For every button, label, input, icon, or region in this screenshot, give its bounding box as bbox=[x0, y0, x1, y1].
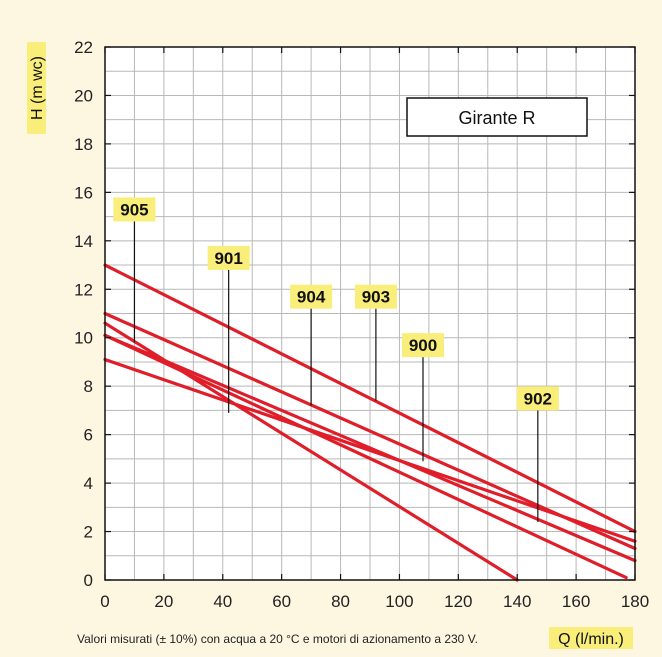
series-tag-bg-905 bbox=[113, 197, 156, 222]
x-tick-label: 20 bbox=[154, 592, 173, 611]
series-tag-903: 903 bbox=[362, 288, 390, 307]
x-tick-label: 0 bbox=[100, 592, 109, 611]
y-tick-label: 6 bbox=[84, 426, 93, 445]
series-tag-bg-900 bbox=[402, 333, 444, 358]
impeller-box bbox=[406, 97, 588, 137]
x-tick-label: 180 bbox=[621, 592, 649, 611]
x-tick-label: 100 bbox=[385, 592, 413, 611]
series-callouts: 905 901 904 903 900 902 bbox=[113, 197, 559, 522]
series-tag-900: 900 bbox=[409, 336, 437, 355]
series-tag-902: 902 bbox=[524, 389, 552, 408]
x-axis-title: Q (l/min.) bbox=[558, 631, 624, 648]
y-axis-title: H (m wc) bbox=[29, 56, 46, 120]
y-tick-label: 20 bbox=[74, 86, 93, 105]
x-tick-label: 140 bbox=[503, 592, 531, 611]
tick-labels: 0 20 40 60 80 100 120 140 160 180 0 2 4 6 8 10 12 14 16 18 2… bbox=[74, 38, 649, 611]
series-line-902 bbox=[103, 333, 637, 563]
y-tick-label: 4 bbox=[84, 474, 93, 493]
x-tick-label: 80 bbox=[331, 592, 350, 611]
y-tick-label: 2 bbox=[84, 523, 93, 542]
series-line-903 bbox=[103, 263, 637, 534]
series-line-901 bbox=[103, 333, 628, 580]
series-lines bbox=[103, 263, 637, 582]
series-tag-905: 905 bbox=[120, 200, 148, 219]
series-tag-bg-902 bbox=[516, 386, 559, 411]
y-tick-label: 18 bbox=[74, 135, 93, 154]
series-tag-bg-901 bbox=[207, 245, 250, 270]
series-tag-901: 901 bbox=[214, 249, 242, 268]
y-tick-label: 22 bbox=[74, 38, 93, 57]
y-tick-label: 12 bbox=[74, 280, 93, 299]
plot-frame bbox=[104, 46, 636, 581]
measurement-note: Valori misurati (± 10%) con acqua a 20 °… bbox=[77, 632, 478, 646]
impeller-box-label: Girante R bbox=[458, 108, 535, 128]
series-tag-904: 904 bbox=[297, 288, 326, 307]
series-line-900 bbox=[103, 357, 637, 543]
x-tick-label: 160 bbox=[562, 592, 590, 611]
y-tick-label: 8 bbox=[84, 377, 93, 396]
y-tick-label: 16 bbox=[74, 183, 93, 202]
x-tick-label: 120 bbox=[444, 592, 472, 611]
x-tick-label: 40 bbox=[213, 592, 232, 611]
series-tag-bg-903 bbox=[354, 284, 397, 309]
series-tag-bg-904 bbox=[290, 284, 333, 309]
y-tick-label: 14 bbox=[74, 232, 93, 251]
y-tick-label: 10 bbox=[74, 329, 93, 348]
y-tick-label: 0 bbox=[84, 571, 93, 590]
y-axis-title-bg bbox=[27, 42, 46, 134]
x-axis-title-bg bbox=[549, 627, 633, 649]
x-tick-label: 60 bbox=[272, 592, 291, 611]
